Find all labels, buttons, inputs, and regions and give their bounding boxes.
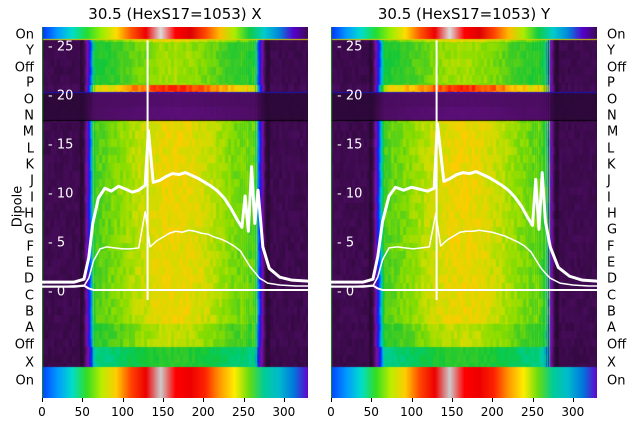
category-tick-label: Off [14,337,34,353]
panel-x-plot[interactable] [42,27,308,398]
panel-x-traces [42,40,308,301]
panel-y-x-axis: 0 50 100 150 200 250 300 [327,398,597,428]
x-tick-mark [451,398,453,402]
category-tick-label: N [607,108,617,124]
category-tick-label: E [607,255,616,271]
category-tick-label: J [30,173,34,189]
category-tick-label: I [607,190,611,206]
category-tick-label: B [25,304,34,320]
category-tick-label: Y [26,43,34,59]
x-tick-mark [122,398,124,402]
panel-x-title: 30.5 (HexS17=1053) X [88,5,262,23]
category-tick-label: H [24,206,34,222]
category-tick-label: L [26,141,34,157]
x-tick-mark [243,398,245,402]
trace-lower-thin-trace [331,212,597,288]
x-tick-mark [82,398,84,402]
panel-x-x-axis: 0 50 100 150 200 250 300 [38,398,308,428]
category-tick-label: A [607,320,616,336]
category-tick-label: On [607,27,626,43]
category-tick-label: D [23,271,34,287]
trace-baseline-trace [42,284,308,291]
vertical-spike [146,40,149,301]
category-tick-label: M [22,124,34,140]
x-tick-mark [532,398,534,402]
x-tick-label: 50 [74,405,90,419]
category-tick-label: I [30,190,34,206]
panel-y-plot[interactable] [331,27,597,398]
category-tick-label: D [607,271,618,287]
x-tick-label: 150 [440,405,464,419]
panel-y-title: 30.5 (HexS17=1053) Y [377,5,551,23]
category-tick-label: On [15,27,34,43]
x-tick-label: 300 [561,405,585,419]
x-tick-label: 100 [111,405,135,419]
category-tick-label: Y [607,43,615,59]
x-tick-label: 100 [400,405,424,419]
x-tick-mark [162,398,164,402]
x-tick-mark [42,398,43,402]
category-tick-label: C [24,288,34,304]
category-tick-label: X [607,355,616,371]
panel-y-heatmap [331,27,597,398]
category-tick-label: G [23,222,34,238]
panel-y-category-axis: On Y Off P O N M L K J I H G F E D C B A Off X On [601,27,639,398]
x-tick-label: 150 [151,405,175,419]
vertical-spike [435,40,438,301]
x-tick-mark [283,398,285,402]
x-tick-label: 50 [363,405,379,419]
category-tick-label: B [607,304,616,320]
x-tick-label: 200 [191,405,215,419]
category-tick-label: N [24,108,34,124]
x-tick-mark [203,398,205,402]
category-tick-label: O [607,92,618,108]
panel-x-category-axis: On Y Off P O N M L K J I H G F E D C B A Off X On [0,27,38,398]
category-tick-label: P [26,75,34,91]
category-tick-label: G [607,222,618,238]
x-tick-label: 0 [38,405,46,419]
category-tick-label: H [607,206,617,222]
x-tick-mark [331,398,332,402]
category-tick-label: P [607,75,615,91]
category-tick-label: F [26,239,34,255]
x-tick-label: 250 [232,405,255,419]
x-tick-mark [371,398,373,402]
trace-upper-thick-trace [331,122,597,284]
category-tick-label: K [25,157,34,173]
category-tick-label: C [607,288,617,304]
x-tick-mark [411,398,413,402]
x-tick-label: 250 [521,405,544,419]
category-tick-label: Off [607,337,627,353]
category-tick-label: Off [607,60,627,76]
panel-x-heatmap [42,27,308,398]
category-tick-label: K [607,157,616,173]
x-tick-mark [572,398,574,402]
category-tick-label: Off [14,60,34,76]
category-tick-label: O [23,92,34,108]
category-tick-label: On [15,373,34,389]
x-tick-label: 0 [327,405,335,419]
category-tick-label: A [25,320,34,336]
x-tick-label: 200 [480,405,504,419]
category-tick-label: X [25,355,34,371]
panel-y-traces [331,40,597,301]
category-tick-label: J [607,173,611,189]
x-tick-mark [492,398,494,402]
trace-lower-thin-trace [42,210,308,288]
category-tick-label: L [607,141,615,157]
category-tick-label: F [607,239,615,255]
category-tick-label: E [25,255,34,271]
trace-baseline-trace [331,284,597,291]
x-tick-label: 300 [272,405,296,419]
category-tick-label: On [607,373,626,389]
category-tick-label: M [607,124,619,140]
trace-upper-thick-trace [42,129,308,284]
